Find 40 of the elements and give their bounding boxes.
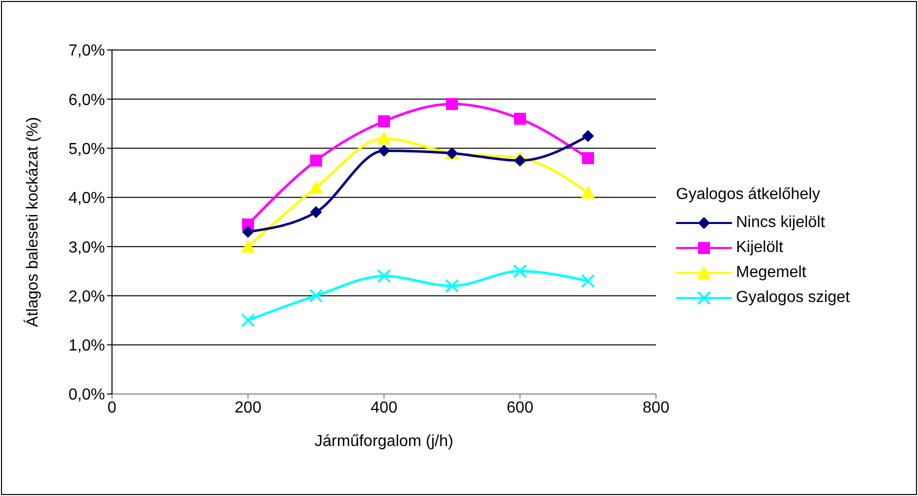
point	[241, 240, 255, 253]
point	[309, 288, 323, 303]
x-tick-label: 200	[234, 399, 262, 416]
legend-label: Gyalogos sziget	[736, 288, 850, 306]
point	[377, 269, 391, 284]
legend-title: Gyalogos átkelőhely	[676, 186, 822, 204]
point	[514, 112, 526, 125]
point	[446, 98, 458, 110]
legend-label: Kijelölt	[736, 238, 784, 256]
point	[377, 131, 391, 144]
x-tick-label: 0	[108, 399, 117, 416]
point	[378, 115, 390, 128]
point	[582, 130, 594, 142]
y-tick-label: 5,0%	[68, 140, 105, 158]
y-tick-label: 6,0%	[68, 92, 105, 109]
y-tick-label: 0,0%	[68, 386, 105, 404]
y-axis-title: Átlagos baleseti kockázat (%)	[24, 117, 42, 327]
point	[241, 313, 255, 328]
legend-label: Nincs kijelölt	[736, 214, 825, 232]
y-tick-label: 2,0%	[68, 288, 105, 306]
y-tick-label: 1,0%	[68, 338, 105, 355]
x-tick-label: 400	[370, 399, 398, 416]
point	[309, 180, 323, 194]
point	[310, 206, 322, 218]
point	[242, 226, 254, 238]
point	[514, 154, 526, 167]
point	[513, 264, 527, 278]
point	[310, 154, 322, 167]
legend-label: Megemelt	[736, 264, 806, 282]
point	[445, 278, 459, 293]
y-tick-label: 3,0%	[68, 239, 105, 256]
point	[581, 186, 595, 199]
x-tick-label: 800	[642, 399, 670, 416]
x-axis-title: Járműforgalom (j/h)	[314, 433, 454, 450]
point	[378, 144, 390, 157]
y-tick-label: 7,0%	[68, 42, 105, 60]
x-tick-label: 600	[506, 399, 534, 416]
point	[582, 152, 594, 164]
y-tick-label: 4,0%	[68, 190, 105, 208]
point	[581, 274, 595, 288]
